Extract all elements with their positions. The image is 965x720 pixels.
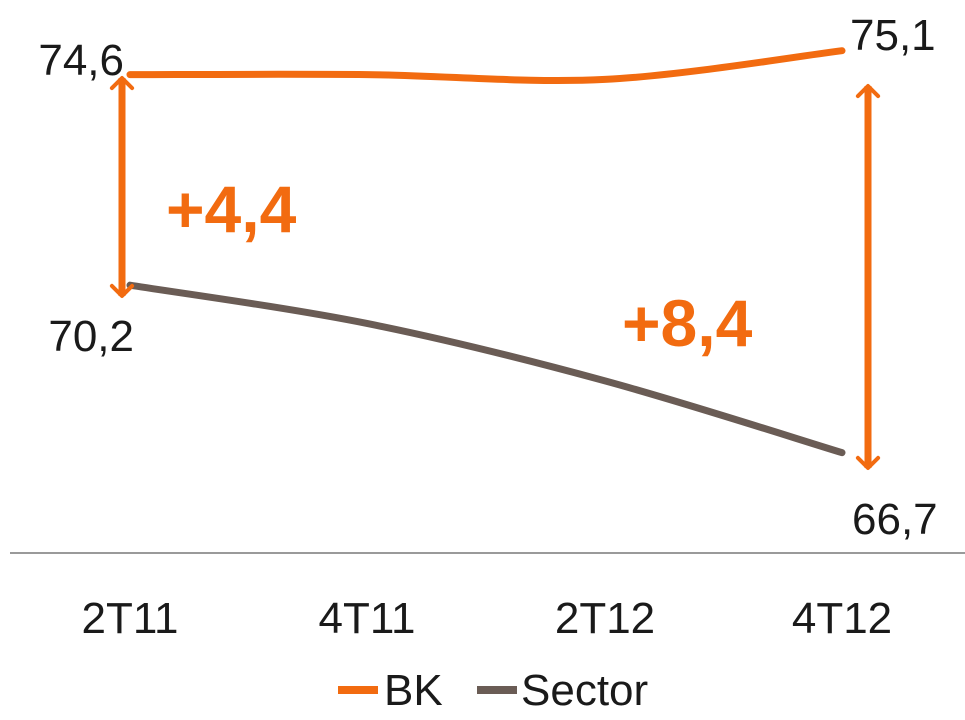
legend-label-bk: BK xyxy=(384,666,443,715)
data-label-sector-first: 70,2 xyxy=(48,312,134,361)
annotation-gap-end: +8,4 xyxy=(622,286,753,360)
x-tick-label: 2T12 xyxy=(555,594,655,643)
data-label-sector-last: 66,7 xyxy=(852,495,938,544)
annotation-gap-start: +4,4 xyxy=(166,172,297,246)
x-tick-label: 4T12 xyxy=(792,594,892,643)
legend-label-sector: Sector xyxy=(521,666,648,715)
series-layer xyxy=(126,47,846,457)
series-line-sector xyxy=(126,281,846,457)
legend: BK Sector xyxy=(338,666,648,715)
series-line-bk xyxy=(126,47,846,85)
x-tick-label: 2T11 xyxy=(81,594,178,643)
x-tick-label: 4T11 xyxy=(318,594,415,643)
x-axis-ticks: 2T11 4T11 2T12 4T12 xyxy=(81,594,892,643)
data-label-bk-first: 74,6 xyxy=(38,36,124,85)
data-label-bk-last: 75,1 xyxy=(850,11,936,60)
